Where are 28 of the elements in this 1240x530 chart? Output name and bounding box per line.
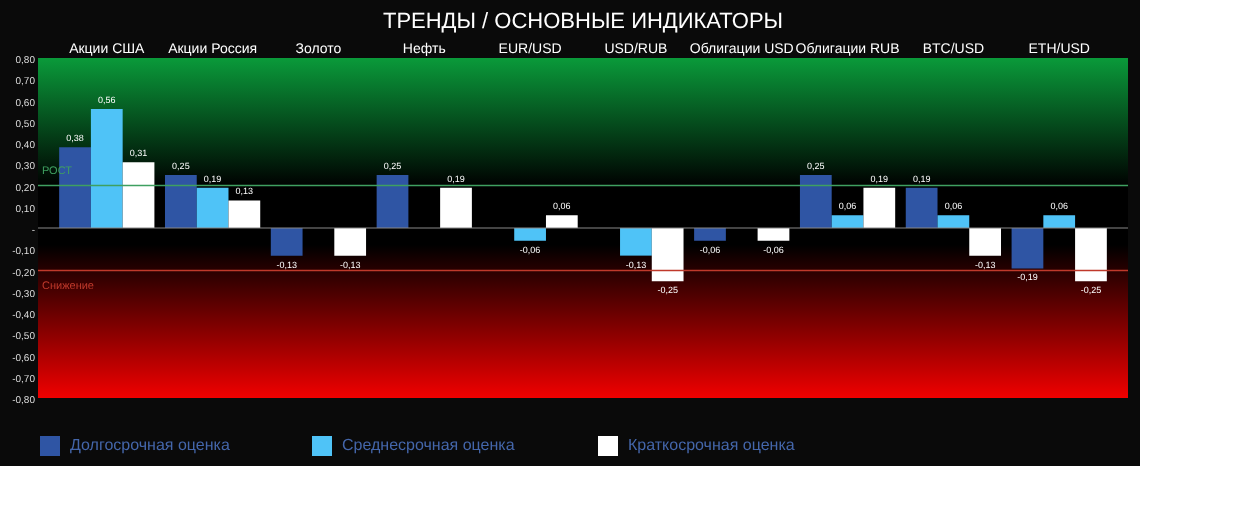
bar [196,187,229,228]
bar [90,109,123,228]
bar [1011,228,1044,269]
bar [376,174,409,228]
bar [905,187,938,228]
bar [270,228,303,256]
legend-label: Краткосрочная оценка [628,436,796,454]
bar [1075,228,1107,282]
bar [937,215,970,228]
bar [122,162,155,228]
legend-label: Долгосрочная оценка [70,436,231,454]
bar [228,200,261,228]
bar [334,228,367,256]
bar [651,228,684,282]
bar [620,228,652,256]
bar [969,228,1002,256]
bar [164,174,197,228]
bar [863,187,896,228]
bar [694,228,726,241]
legend-label: Среднесрочная оценка [342,436,516,454]
bar [1043,215,1076,228]
bar [831,215,864,228]
bar [440,187,472,228]
bar [757,228,790,241]
chart-title: ТРЕНДЫ / ОСНОВНЫЕ ИНДИКАТОРЫ [382,10,784,34]
bar [799,174,832,228]
bar [514,228,546,241]
bar [545,215,578,228]
